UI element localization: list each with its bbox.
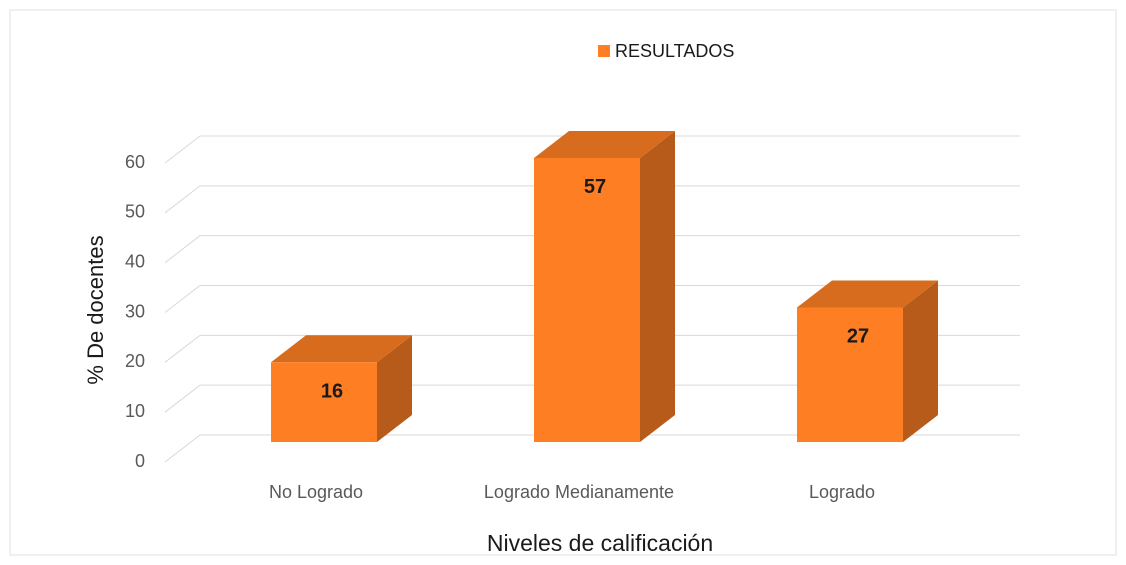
x-axis-title: Niveles de calificación: [487, 530, 713, 556]
bar-side: [640, 130, 675, 442]
y-tick-label: 40: [125, 251, 145, 271]
grid-line: [164, 285, 1020, 313]
grid-line: [164, 235, 1020, 264]
x-tick-label: No Logrado: [269, 482, 363, 502]
grid-line: [164, 135, 1020, 164]
y-tick-label: 10: [125, 401, 145, 421]
y-tick-label: 60: [125, 152, 145, 172]
y-tick-label: 0: [135, 451, 145, 471]
bar-top: [797, 280, 938, 308]
grid-line: [164, 384, 1020, 413]
bar-side: [903, 280, 938, 442]
bar: [534, 157, 640, 442]
bar: [271, 362, 377, 442]
grid-line: [164, 434, 1020, 463]
bar-top: [534, 130, 675, 158]
x-tick-label: Logrado Medianamente: [484, 482, 674, 502]
value-label: 57: [584, 176, 606, 198]
legend-swatch: [598, 45, 610, 57]
grid-line: [164, 334, 1020, 363]
y-axis-title: % De docentes: [83, 235, 108, 384]
y-tick-label: 30: [125, 301, 145, 321]
x-tick-label: Logrado: [809, 482, 875, 502]
value-label: 27: [847, 326, 869, 348]
bar-side: [377, 335, 412, 442]
legend-label: RESULTADOS: [615, 41, 734, 61]
value-label: 16: [321, 381, 343, 403]
bar-top: [271, 335, 412, 363]
y-tick-label: 50: [125, 202, 145, 222]
grid-line: [164, 185, 1020, 214]
y-tick-label: 20: [125, 351, 145, 371]
bar: [797, 307, 903, 442]
